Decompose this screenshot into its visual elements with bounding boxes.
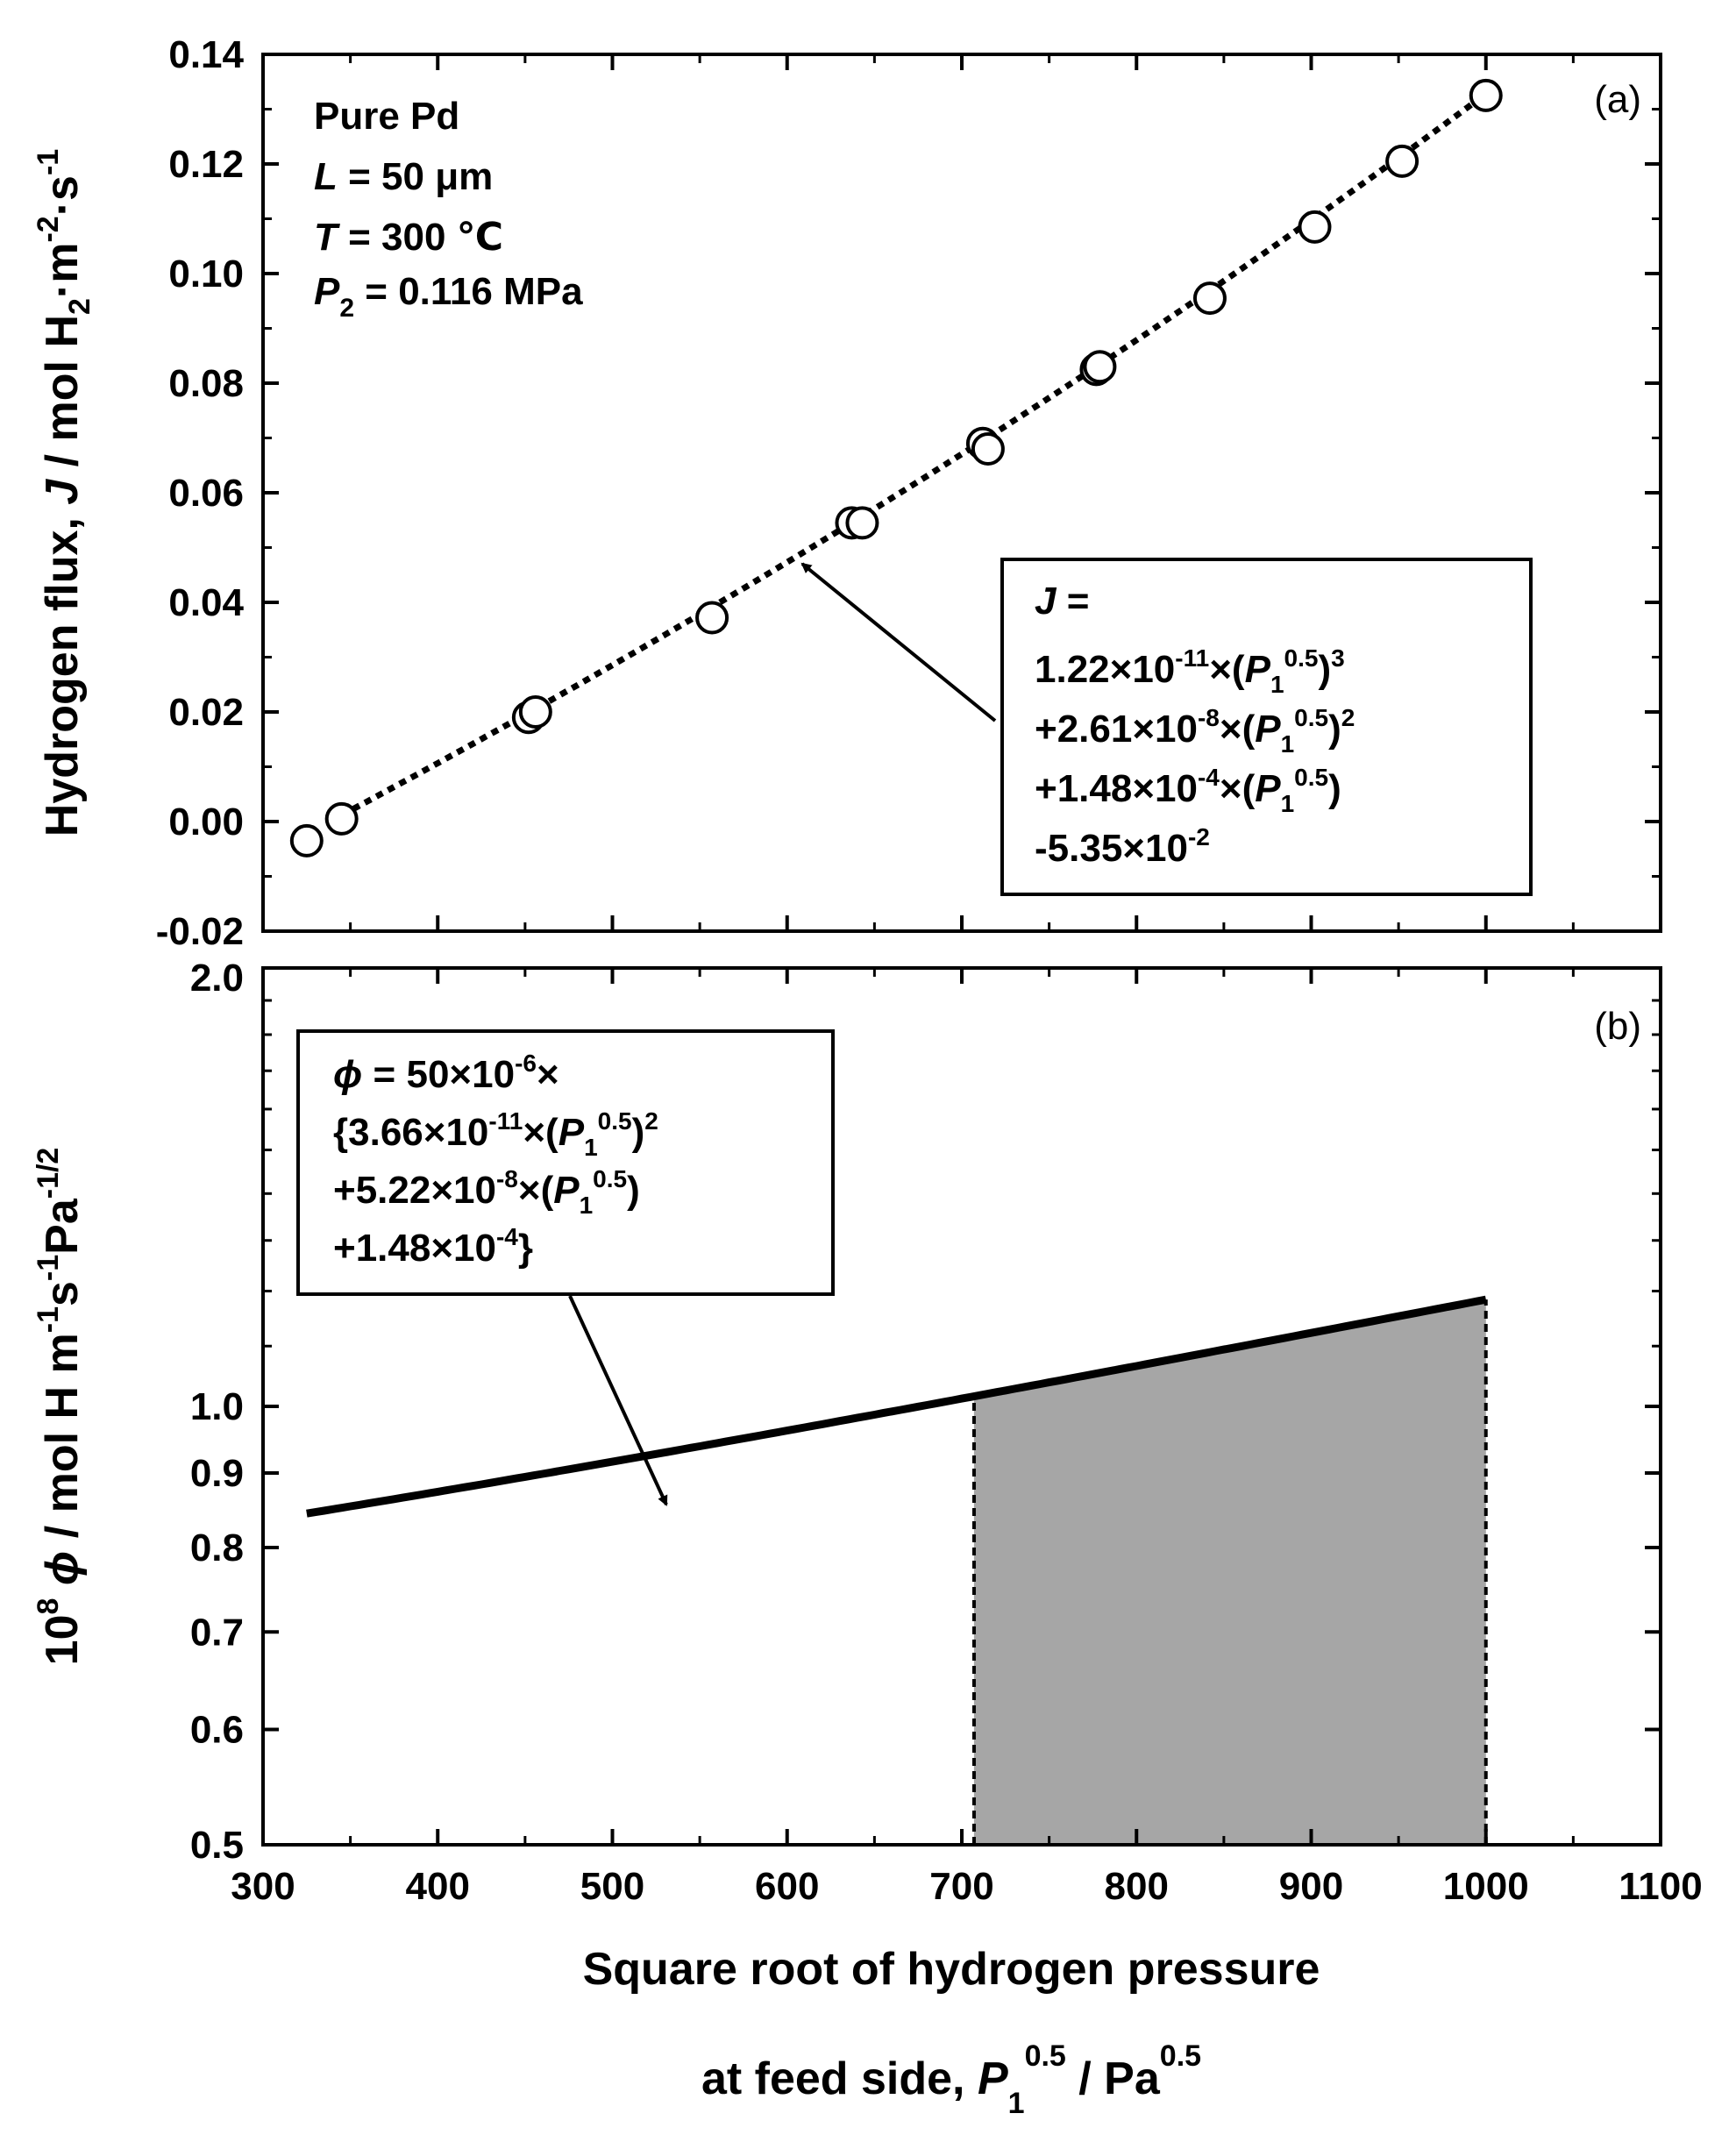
a-data-point (324, 801, 359, 836)
b-y-tick-label: 0.5 (190, 1824, 244, 1867)
info-pressure: P2 = 0.116 MPa (314, 270, 583, 323)
info-temperature: T = 300 ℃ (314, 216, 503, 259)
a-data-point (971, 432, 1005, 466)
a-y-tick-label: 0.08 (168, 362, 244, 405)
a-data-point (289, 823, 324, 858)
a-data-point (1298, 210, 1332, 244)
a-y-tick-label: 0.14 (168, 33, 244, 76)
panel-a: -0.02 0.00 0.02 0.04 0.06 0.08 0.10 0.12 0.14 (a… (32, 33, 1662, 953)
a-y-tick-label: 0.04 (168, 581, 244, 624)
a-y-tick-label: 0.02 (168, 691, 244, 734)
panel-a-tag: (a) (1594, 78, 1641, 121)
b-y-tick-label: 0.6 (190, 1708, 244, 1751)
a-data-point (695, 601, 729, 635)
x-axis-title-line-1: Square root of hydrogen pressure (583, 1944, 1320, 1995)
eq-a-line-5: -5.35×10-2 (1035, 823, 1210, 870)
a-y-tick-label: 0.10 (168, 253, 244, 295)
panel-b-frame (261, 966, 1662, 1847)
x-tick-label: 300 (231, 1865, 295, 1908)
b-y-tick-label: 0.7 (190, 1611, 244, 1654)
panel-a-data-points (289, 78, 1503, 858)
eq-a-line-1: J = (1035, 580, 1089, 623)
b-y-tick-label: 1.0 (190, 1385, 244, 1428)
a-data-point (1192, 281, 1227, 316)
panel-a-tick-labels: -0.02 0.00 0.02 0.04 0.06 0.08 0.10 0.12 0.14 (156, 33, 245, 953)
b-y-tick-label: 0.8 (190, 1526, 244, 1569)
x-tick-label: 700 (929, 1865, 993, 1908)
panel-b-permeability-curve (306, 1295, 1487, 1518)
a-data-point (1385, 144, 1419, 178)
a-y-tick-label: 0.12 (168, 143, 244, 186)
x-tick-label: 800 (1105, 1865, 1169, 1908)
b-y-tick-label: 2.0 (190, 957, 244, 1000)
panel-b-equation-arrow (568, 1295, 668, 1506)
panel-b-shaded-region (973, 1299, 1486, 1845)
a-data-point (1083, 350, 1117, 384)
panel-a-fit-curve (340, 91, 1488, 818)
a-y-tick-label: -0.02 (156, 910, 244, 953)
info-thickness: L = 50 μm (314, 155, 493, 198)
x-tick-label: 600 (755, 1865, 819, 1908)
info-material: Pure Pd (314, 95, 459, 138)
a-data-point (518, 695, 552, 729)
x-tick-label: 1000 (1443, 1865, 1529, 1908)
a-y-tick-label: 0.06 (168, 472, 244, 515)
x-tick-label: 900 (1279, 1865, 1343, 1908)
a-data-point (1469, 78, 1503, 112)
x-tick-label: 400 (406, 1865, 470, 1908)
panel-a-frame (261, 53, 1662, 933)
b-y-tick-label: 0.9 (190, 1452, 244, 1495)
panel-a-equation-arrow (800, 562, 997, 722)
x-tick-label: 1100 (1619, 1865, 1702, 1908)
x-axis-title-line-2: at feed side, P10.5 / Pa0.5 (701, 2039, 1201, 2120)
a-y-tick-label: 0.00 (168, 801, 244, 843)
panel-a-equation-box (1000, 558, 1533, 896)
x-tick-label: 500 (580, 1865, 644, 1908)
panel-b-equation-box (296, 1029, 835, 1296)
a-data-point (845, 506, 879, 540)
panel-b-tag: (b) (1594, 1005, 1641, 1048)
panel-b: 300 400 500 600 700 800 900 1000 1100 0.5 0.6 0.7 0.… (32, 957, 1703, 1908)
panel-a-y-axis-title: Hydrogen flux, J / mol H2·m-2·s-1 (32, 149, 96, 836)
panel-b-y-axis-title: 108 ϕ / mol H m-1s-1Pa-1/2 (32, 1148, 88, 1666)
panel-b-tick-labels: 300 400 500 600 700 800 900 1000 1100 0.5 0.6 0.7 0.… (190, 957, 1703, 1908)
